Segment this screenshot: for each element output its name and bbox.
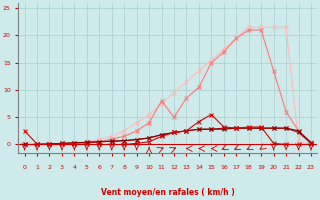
X-axis label: Vent moyen/en rafales ( km/h ): Vent moyen/en rafales ( km/h ) (101, 188, 235, 197)
